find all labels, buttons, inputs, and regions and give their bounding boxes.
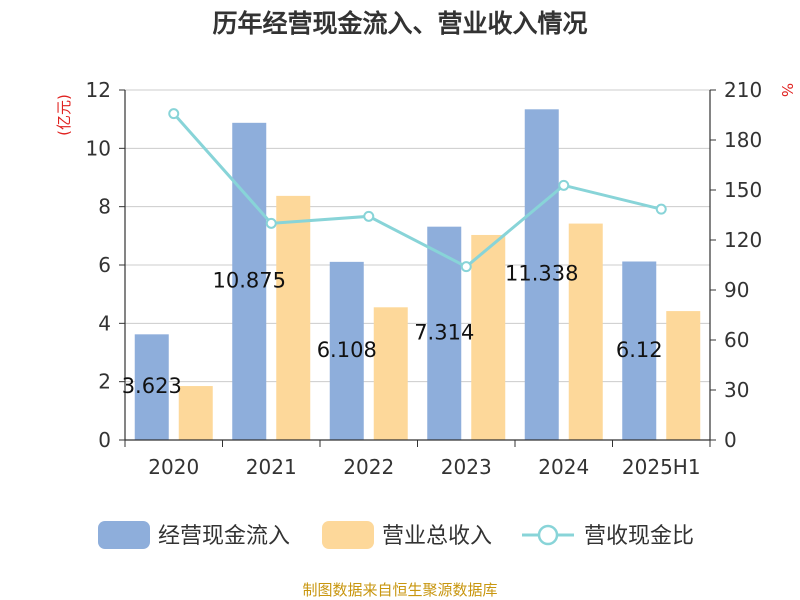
legend-swatch-cash-inflow [98,521,150,549]
line-point [363,210,375,222]
left-tick-label: 2 [98,370,111,394]
x-tick-label: 2021 [246,455,297,479]
line-point [265,217,277,229]
x-tick-label: 2025H1 [622,455,701,479]
bar [622,261,657,440]
right-tick-label: 210 [724,78,762,102]
data-label: 6.12 [616,338,663,362]
bar [276,195,311,440]
line-point [460,261,472,273]
right-tick-label: 30 [724,378,749,402]
right-tick-label: 60 [724,328,749,352]
chart-title: 历年经营现金流入、营业收入情况 [212,9,587,38]
right-tick-label: 150 [724,178,762,202]
line-series [168,108,667,273]
x-tick-label: 2024 [538,455,589,479]
data-label: 7.314 [414,320,474,344]
data-label: 11.338 [505,262,578,286]
right-tick-label: 90 [724,278,749,302]
bar [524,109,559,440]
data-label: 3.623 [122,374,182,398]
line-point [558,179,570,191]
legend: 经营现金流入 营业总收入 营收现金比 [98,521,694,549]
right-tick-label: 120 [724,228,762,252]
left-axis-unit: (亿元) [55,94,73,136]
data-labels: 3.623 10.875 6.108 7.314 11.338 6.12 [122,262,663,399]
right-tick-label: 180 [724,128,762,152]
left-tick-label: 8 [98,195,111,219]
x-tick-label: 2020 [148,455,199,479]
source-note: 制图数据来自恒生聚源数据库 [302,581,497,599]
left-tick-label: 0 [98,428,111,452]
bar [568,223,603,440]
left-tick-label: 10 [86,136,111,160]
bar [232,122,267,440]
line-point [168,108,180,120]
x-tick-label: 2023 [441,455,492,479]
bar [373,307,408,440]
grid [125,89,710,441]
left-tick-label: 6 [98,253,111,277]
legend-label: 经营现金流入 [158,524,290,549]
bars [134,109,701,440]
ratio-line [172,112,662,269]
bar [178,386,213,440]
data-label: 6.108 [317,338,377,362]
legend-label: 营业总收入 [382,524,492,549]
legend-swatch-revenue [322,521,374,549]
bar [471,234,506,440]
left-tick-label: 12 [86,78,111,102]
legend-swatch-ratio-point [537,524,559,546]
right-axis-unit: % [778,83,796,97]
right-tick-label: 0 [724,428,737,452]
x-tick-label: 2022 [343,455,394,479]
bar [134,334,169,440]
bar [329,261,364,440]
legend-label: 营收现金比 [584,524,694,549]
line-point [655,203,667,215]
bar [666,311,701,440]
data-label: 10.875 [213,268,286,292]
left-tick-label: 4 [98,311,111,335]
